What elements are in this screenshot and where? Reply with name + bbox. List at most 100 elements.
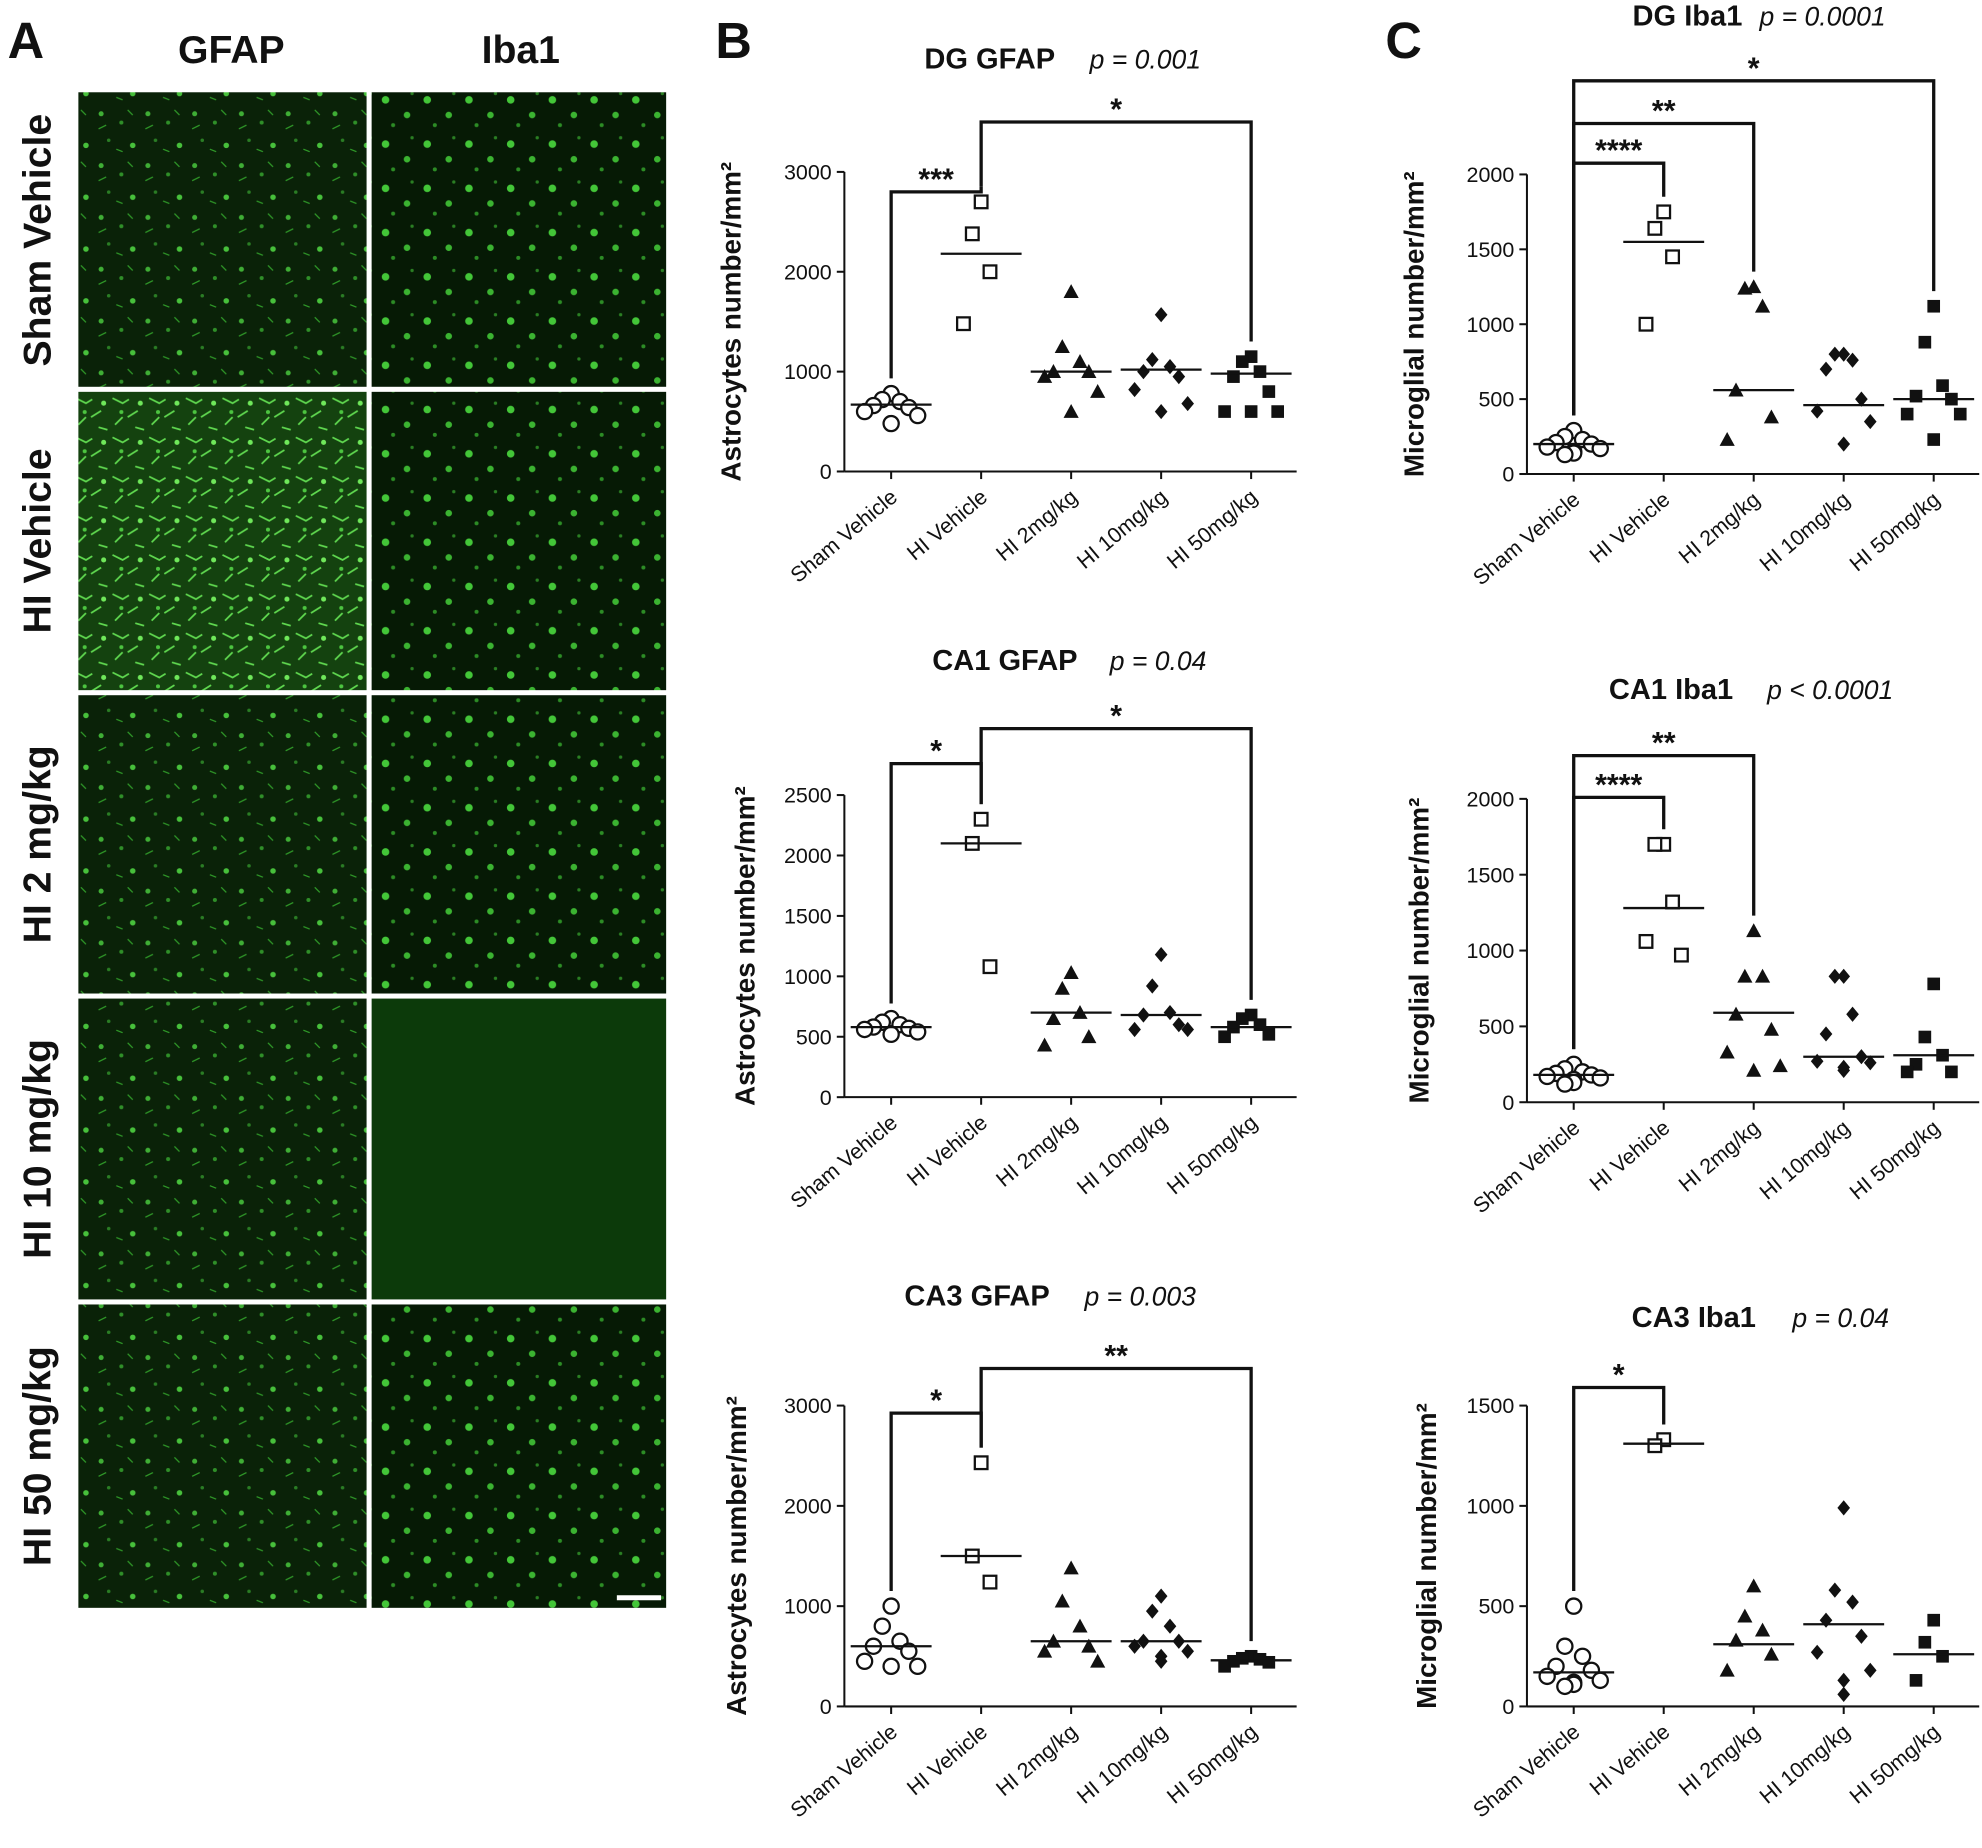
data-point <box>1900 1065 1914 1079</box>
data-point <box>1837 1062 1851 1078</box>
significance-bracket <box>889 762 983 1004</box>
data-point <box>1828 1582 1842 1598</box>
data-point <box>1763 1646 1779 1661</box>
data-point <box>1810 403 1824 419</box>
data-point <box>1810 1644 1824 1660</box>
data-point <box>1953 407 1967 421</box>
data-point <box>1918 1030 1932 1044</box>
data-point <box>973 194 989 210</box>
panel-letter: A <box>8 12 45 69</box>
data-point <box>1145 978 1159 994</box>
x-tick-label: Sham Vehicle <box>1469 1720 1585 1823</box>
data-point <box>1163 1618 1177 1634</box>
data-point <box>1037 1037 1053 1052</box>
y-tick-label: 3000 <box>784 160 832 184</box>
data-point <box>882 1025 900 1044</box>
data-point <box>982 959 998 975</box>
data-point <box>1271 405 1285 418</box>
data-point <box>1846 1594 1859 1610</box>
data-point <box>1647 1438 1663 1454</box>
data-point <box>1137 364 1150 380</box>
data-point <box>1227 370 1240 383</box>
data-point <box>1037 369 1053 383</box>
data-point <box>1837 968 1851 984</box>
dot-plot: DG Iba1 p = 0.0001 Microglial number/mm² 0 5… <box>1398 0 1980 590</box>
data-point <box>1754 968 1771 983</box>
significance-bracket <box>1572 753 1756 1050</box>
micrograph <box>371 1304 667 1608</box>
y-tick-label: 1500 <box>1467 1394 1515 1418</box>
data-point <box>1218 405 1231 418</box>
data-point <box>1154 1653 1168 1669</box>
x-tick-label: HI Vehicle <box>902 1110 991 1191</box>
y-tick-label: 3000 <box>784 1394 832 1418</box>
x-tick-label: HI 2mg/kg <box>992 1720 1082 1801</box>
data-point <box>1081 1029 1097 1044</box>
x-tick-label: HI 50mg/kg <box>1162 485 1262 574</box>
data-point <box>1927 977 1941 991</box>
significance-label: * <box>1613 1359 1625 1392</box>
x-tick-label: HI 10mg/kg <box>1755 487 1855 576</box>
y-axis-label: Astrocytes number/mm² <box>730 786 761 1106</box>
data-point <box>1218 1030 1231 1044</box>
dot-plot: DG GFAP p = 0.001 Astrocytes number/mm² 0 10… <box>716 43 1297 588</box>
data-point <box>1262 385 1276 398</box>
data-point <box>1763 1021 1779 1036</box>
data-point <box>1927 433 1941 446</box>
data-point <box>882 1657 900 1676</box>
data-point <box>1090 384 1106 398</box>
micrograph-panel <box>78 92 667 1608</box>
significance-bracket <box>1572 795 1666 1050</box>
dot-plot: CA3 Iba1 p = 0.04 Microglial number/mm² 0 50… <box>1411 1302 1980 1823</box>
data-point <box>1846 1006 1859 1022</box>
x-tick-label: HI 2mg/kg <box>992 485 1082 566</box>
micrograph <box>78 1304 367 1608</box>
data-point <box>1863 413 1877 430</box>
p-value: p = 0.003 <box>1084 1282 1197 1312</box>
data-point <box>955 316 971 332</box>
data-point <box>1154 946 1168 963</box>
x-tick-label: HI 10mg/kg <box>1072 1720 1172 1809</box>
data-point <box>1918 1635 1932 1649</box>
data-point <box>982 1574 998 1590</box>
data-point <box>1763 409 1779 424</box>
x-tick-label: HI 10mg/kg <box>1755 1115 1855 1204</box>
data-point <box>1090 1653 1106 1668</box>
x-tick-label: Sham Vehicle <box>1469 1115 1585 1218</box>
y-axis-label: Astrocytes number/mm² <box>716 162 747 482</box>
data-point <box>1900 407 1914 421</box>
y-tick-label: 1000 <box>1467 313 1515 337</box>
p-value: p = 0.001 <box>1089 44 1201 74</box>
x-tick-label: Sham Vehicle <box>786 1110 902 1213</box>
data-point <box>1665 894 1681 910</box>
data-point <box>1719 431 1735 446</box>
data-point <box>1154 307 1168 323</box>
x-tick-label: HI 50mg/kg <box>1845 1115 1945 1204</box>
data-point <box>1638 933 1654 949</box>
chart-title: DG GFAP <box>924 43 1055 75</box>
data-point <box>1927 1613 1941 1627</box>
data-point <box>1063 284 1079 299</box>
significance-label: * <box>930 735 942 768</box>
micrograph <box>78 998 367 1300</box>
significance-bracket <box>1572 161 1666 416</box>
dot-plot: CA1 Iba1 p < 0.0001 Microglial number/mm² 0… <box>1403 674 1980 1218</box>
data-point <box>1154 1588 1168 1604</box>
data-point <box>1538 438 1556 456</box>
y-tick-label: 2500 <box>784 784 832 808</box>
x-tick-label: HI 2mg/kg <box>992 1110 1082 1191</box>
data-point <box>1063 403 1079 418</box>
data-point <box>1063 965 1079 980</box>
chart-title: CA3 GFAP <box>904 1281 1049 1313</box>
data-point <box>1647 836 1663 852</box>
x-tick-label: HI 2mg/kg <box>1674 1115 1764 1196</box>
data-point <box>1719 1044 1735 1059</box>
data-point <box>1737 280 1753 295</box>
data-point <box>1045 1011 1062 1025</box>
data-point <box>1163 1004 1177 1021</box>
x-tick-label: HI 50mg/kg <box>1162 1720 1262 1809</box>
y-axis-label: Microglial number/mm² <box>1398 171 1429 477</box>
y-tick-label: 1500 <box>1467 238 1515 262</box>
x-tick-label: HI 50mg/kg <box>1845 1720 1945 1809</box>
